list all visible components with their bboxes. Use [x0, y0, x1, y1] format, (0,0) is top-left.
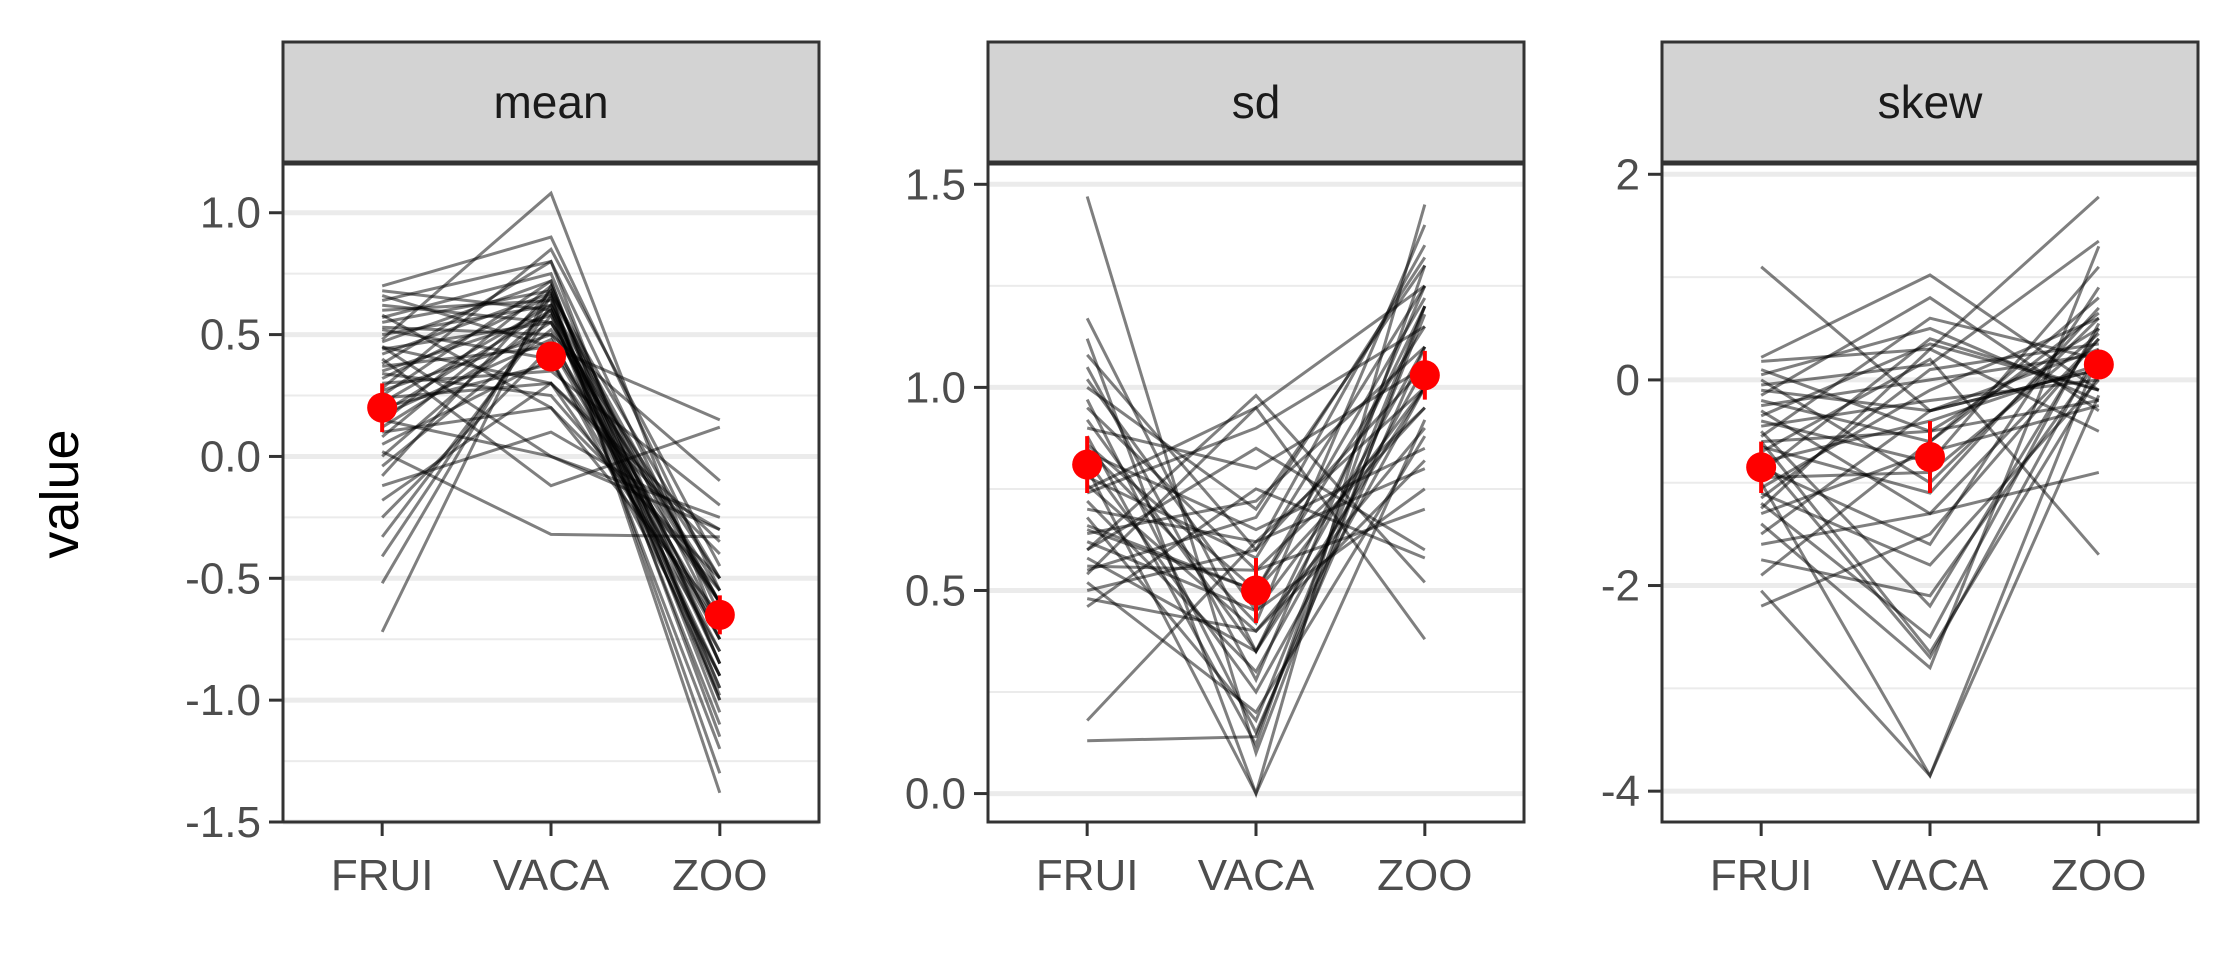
y-tick-label: 1.0: [200, 189, 261, 238]
y-tick-label: -1.5: [185, 798, 261, 847]
facet-strip-label: sd: [1232, 76, 1281, 128]
subject-line: [1086, 366, 1426, 592]
x-tick-label: VACA: [493, 851, 610, 900]
y-tick-label: 2: [1616, 150, 1640, 199]
subject-line: [381, 357, 721, 488]
subject-line: [1760, 316, 2100, 438]
facet-panel-sd: sd 0.0 0.5 1.0 1.5 FRUI VACA ZOO: [905, 40, 1526, 900]
x-tick-label: FRUI: [331, 851, 434, 900]
subject-line: [1085, 386, 1427, 695]
subject-line: [1086, 435, 1427, 715]
subject-line: [381, 259, 722, 701]
subject-line: [381, 313, 721, 580]
plot-background: [988, 164, 1524, 822]
x-tick-label: FRUI: [1036, 851, 1139, 900]
subject-line: [381, 271, 722, 665]
facet-strip-label: mean: [493, 76, 608, 128]
subject-line: [381, 235, 722, 592]
subject-line: [382, 325, 721, 482]
y-tick-label: 0: [1616, 356, 1640, 405]
subject-line: [381, 279, 722, 738]
y-tick-label: 0.0: [200, 432, 261, 481]
subject-line: [1760, 322, 2101, 640]
subject-line: [1086, 365, 1426, 471]
subject-line: [1086, 256, 1427, 572]
y-tick-label: 1.0: [905, 363, 966, 412]
subject-line: [1760, 326, 2100, 402]
y-tick-label: 0.0: [905, 770, 966, 819]
x-tick-label: ZOO: [1377, 851, 1472, 900]
subject-line: [1087, 313, 1427, 743]
subject-line: [1760, 368, 2100, 536]
y-tick-label: -2: [1601, 562, 1640, 611]
y-tick-label: 0.5: [200, 311, 261, 360]
y-tick-label: -0.5: [185, 554, 261, 603]
facet-panels: mean 1.0 0.5 0.0 -0.5 -1.0 -1.5 FRUI VACA ZOO sd 0.…: [185, 40, 2200, 900]
subject-line: [1760, 394, 2101, 779]
summary-point: [1072, 449, 1103, 480]
summary-point: [367, 392, 398, 423]
subject-line: [1760, 337, 2100, 474]
summary-point: [1915, 442, 1945, 473]
facet-strip: [281, 40, 821, 164]
subject-line: [1760, 470, 2100, 546]
y-tick-label: 0.5: [905, 566, 966, 615]
subject-line: [1086, 386, 1426, 722]
subject-line: [381, 345, 721, 531]
facet-strip-label: skew: [1878, 76, 1984, 128]
subject-line: [382, 298, 722, 689]
y-tick-label: -4: [1601, 767, 1640, 816]
subject-line: [382, 303, 722, 604]
x-tick-label: VACA: [1872, 851, 1989, 900]
subject-line: [382, 289, 722, 640]
subject-line: [1086, 224, 1427, 626]
summary-point: [2083, 349, 2114, 380]
subject-line: [1760, 378, 2100, 567]
summary-point: [1746, 452, 1777, 483]
subject-line: [1760, 357, 2100, 556]
y-axis-title: value: [30, 429, 90, 558]
subject-line: [1086, 459, 1426, 633]
subject-line: [1086, 386, 1427, 654]
subject-line: [1086, 487, 1426, 608]
subject-line: [1761, 239, 2100, 387]
summary-point: [1409, 360, 1440, 391]
subject-line: [1760, 374, 2101, 656]
summary-point: [704, 599, 735, 630]
x-tick-label: VACA: [1198, 851, 1315, 900]
subject-line: [1760, 358, 2101, 598]
subject-line: [381, 190, 722, 633]
facet-strip: [1660, 40, 2200, 164]
subject-line: [1086, 405, 1427, 641]
subject-line: [1086, 393, 1426, 584]
x-tick-label: ZOO: [672, 851, 767, 900]
facet-strip: [986, 40, 1526, 164]
subject-line: [1760, 347, 2100, 510]
facet-panel-mean: mean 1.0 0.5 0.0 -0.5 -1.0 -1.5 FRUI VACA ZOO: [185, 40, 821, 900]
y-tick-label: 1.5: [905, 160, 966, 209]
x-tick-label: FRUI: [1710, 851, 1813, 900]
subject-line: [382, 372, 721, 592]
subject-line: [1086, 305, 1427, 724]
x-tick-label: ZOO: [2051, 851, 2146, 900]
y-tick-label: -1.0: [185, 676, 261, 725]
facet-panel-skew: skew 2 0 -2 -4 FRUI VACA ZOO: [1601, 40, 2200, 900]
summary-point: [1241, 575, 1271, 606]
summary-point: [536, 341, 566, 372]
subject-line: [1760, 348, 2101, 661]
